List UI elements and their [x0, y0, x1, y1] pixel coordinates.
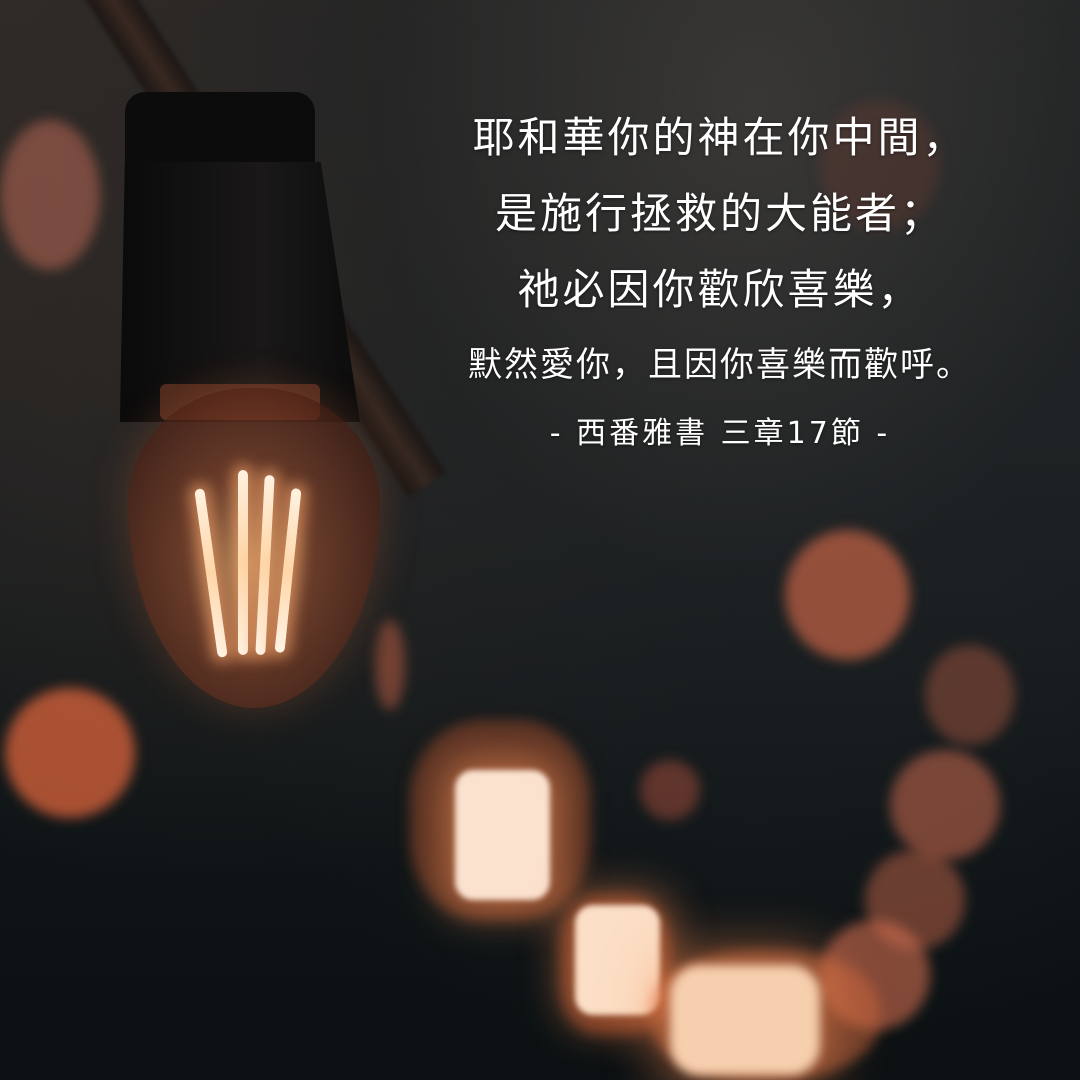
blurred-bulb-glow [575, 905, 660, 1015]
light-bulb [128, 388, 380, 708]
bokeh-light [5, 688, 135, 818]
bokeh-light [0, 120, 100, 270]
bokeh-light [640, 760, 700, 820]
verse-line: 耶和華你的神在你中間， [472, 113, 968, 162]
verse-line: 祂必因你歡欣喜樂， [517, 265, 923, 314]
verse-line: 默然愛你，且因你喜樂而歡呼。 [468, 345, 972, 385]
verse-reference: - 西番雅書 三章17節 - [549, 416, 891, 451]
verse-line: 是施行拯救的大能者； [494, 189, 945, 238]
lamp-socket [115, 92, 360, 422]
blurred-bulb-glow [670, 965, 820, 1075]
verse-block: 耶和華你的神在你中間， 是施行拯救的大能者； 祂必因你歡欣喜樂， 默然愛你，且因… [410, 100, 1030, 462]
socket-body [119, 162, 360, 422]
bokeh-light [820, 100, 940, 230]
bokeh-light [925, 645, 1015, 745]
blurred-bulb [375, 620, 405, 710]
bokeh-light [890, 750, 1000, 860]
bulb-filament [238, 470, 248, 655]
bokeh-light [785, 530, 910, 660]
blurred-bulb-glow [455, 770, 550, 900]
